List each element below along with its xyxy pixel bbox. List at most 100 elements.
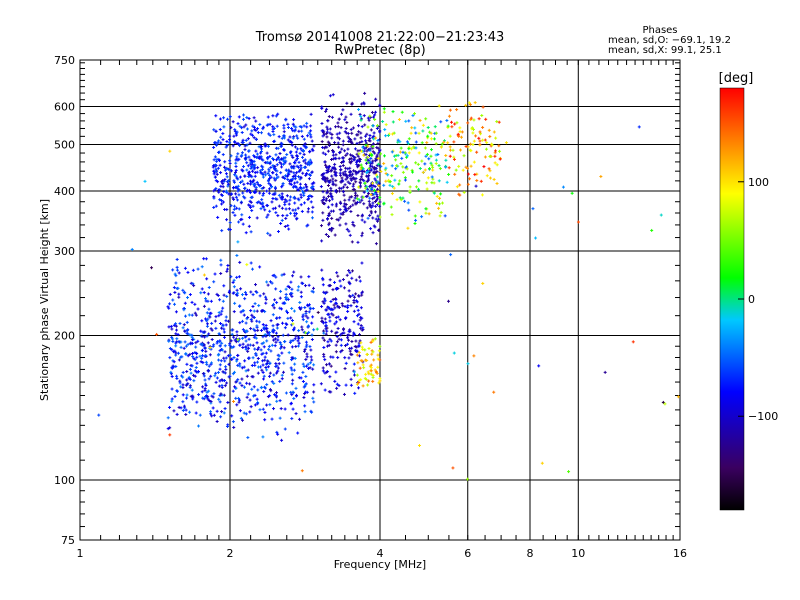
data-point [332, 177, 334, 181]
data-point [366, 179, 368, 183]
data-point [256, 216, 258, 220]
data-point [244, 156, 246, 160]
data-point [349, 166, 351, 170]
data-point [377, 189, 379, 193]
data-point [219, 128, 221, 132]
data-point [331, 197, 333, 201]
data-point [276, 391, 278, 395]
data-point [253, 327, 255, 331]
data-point [226, 140, 228, 144]
data-point [293, 184, 295, 188]
data-point [261, 164, 263, 168]
data-point [255, 190, 257, 194]
data-point [377, 124, 379, 128]
data-point [250, 309, 252, 313]
data-point [195, 365, 197, 369]
data-point [285, 292, 287, 296]
data-point [288, 207, 290, 211]
data-point [304, 284, 306, 288]
data-point [293, 270, 295, 274]
data-point [495, 136, 497, 140]
data-point [309, 158, 311, 162]
data-point [227, 182, 229, 186]
data-point [264, 161, 266, 165]
data-point [283, 272, 285, 276]
data-point [291, 179, 293, 183]
data-point [369, 148, 371, 152]
data-point [238, 220, 240, 224]
data-point [253, 154, 255, 158]
data-point [339, 216, 341, 220]
data-point [253, 125, 255, 129]
data-point [368, 171, 370, 175]
data-point [233, 285, 235, 289]
data-point [290, 211, 292, 215]
data-point [261, 202, 263, 206]
data-point [372, 159, 374, 163]
data-point [306, 390, 308, 394]
data-point [328, 211, 330, 215]
data-point [263, 390, 265, 394]
data-point [241, 293, 243, 297]
data-point [253, 159, 255, 163]
data-point [258, 320, 260, 324]
data-point [307, 304, 309, 308]
data-point [400, 198, 402, 202]
data-point [262, 175, 264, 179]
data-point [333, 209, 335, 213]
data-point [295, 212, 297, 216]
data-point [189, 384, 191, 388]
data-point [234, 301, 236, 305]
data-point [196, 361, 198, 365]
data-point [290, 316, 292, 320]
data-point [239, 381, 241, 385]
data-point [184, 340, 186, 344]
data-point [288, 170, 290, 174]
data-point [245, 231, 247, 235]
data-point [276, 430, 278, 434]
data-point [297, 288, 299, 292]
data-point [274, 206, 276, 210]
data-point [196, 355, 198, 359]
data-point [252, 180, 254, 184]
data-point [270, 319, 272, 323]
data-point [387, 173, 389, 177]
data-point [414, 112, 416, 116]
data-point [338, 137, 340, 141]
data-point [402, 196, 404, 200]
data-point [276, 326, 278, 330]
data-point [261, 147, 263, 151]
data-point [340, 112, 342, 116]
data-point [267, 359, 269, 363]
data-point [289, 198, 291, 202]
data-point [229, 342, 231, 346]
data-point [263, 325, 265, 329]
data-point [346, 185, 348, 189]
data-point [395, 158, 397, 162]
data-point [272, 129, 274, 133]
data-point [292, 155, 294, 159]
data-point [383, 110, 385, 114]
data-point [175, 322, 177, 326]
data-point [326, 197, 328, 201]
data-point [215, 371, 217, 375]
data-point [227, 354, 229, 358]
data-point [246, 127, 248, 131]
data-point [303, 124, 305, 128]
data-point [224, 379, 226, 383]
data-point [218, 190, 220, 194]
data-point [220, 141, 222, 145]
data-point [282, 148, 284, 152]
data-point [383, 162, 385, 166]
data-point [192, 282, 194, 286]
data-point [402, 170, 404, 174]
data-point [312, 290, 314, 294]
data-point [202, 361, 204, 365]
data-point [252, 315, 254, 319]
data-point [201, 265, 203, 269]
data-point [248, 149, 250, 153]
data-point [225, 367, 227, 371]
data-point [428, 157, 430, 161]
data-point [290, 195, 292, 199]
data-point [291, 393, 293, 397]
